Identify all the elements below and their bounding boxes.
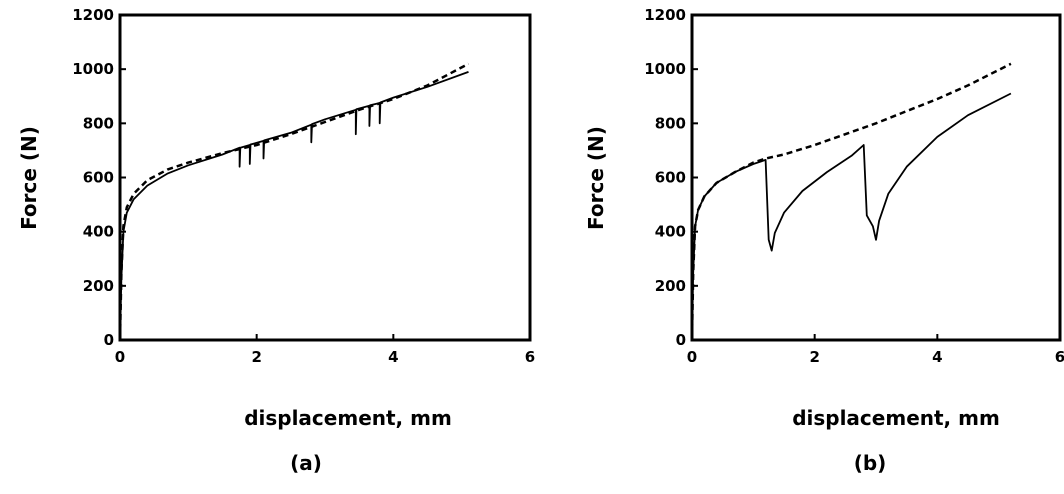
x-tick-label: 2 (809, 348, 819, 366)
y-tick-label: 1000 (72, 60, 114, 78)
panel-label: (a) (290, 451, 322, 475)
x-tick-label: 6 (525, 348, 535, 366)
x-tick-label: 2 (251, 348, 261, 366)
y-tick-label: 400 (655, 223, 686, 241)
x-axis-label: displacement, mm (244, 406, 452, 430)
x-axis-label: displacement, mm (792, 406, 1000, 430)
chart-panel-2: 0 200 400 600 800 1000 1200 0 2 4 6 Force (N) displa… (584, 6, 1064, 475)
y-axis-label: Force (N) (584, 126, 608, 230)
series-line-dashed (118, 62, 470, 341)
series-line-solid (119, 71, 469, 341)
y-tick-label: 800 (655, 114, 686, 132)
panel-label: (b) (854, 451, 887, 475)
series-line-dashed (690, 62, 1012, 341)
chart-panel-1: 0 200 400 600 800 1000 1200 0 2 4 6 Force (N) displa… (17, 6, 535, 475)
x-tick-label: 0 (687, 348, 697, 366)
x-tick-label: 0 (115, 348, 125, 366)
y-tick-label: 0 (104, 331, 114, 349)
y-tick-label: 400 (83, 223, 114, 241)
x-tick-label: 4 (388, 348, 398, 366)
y-tick-label: 600 (83, 169, 114, 187)
y-tick-label: 200 (83, 277, 114, 295)
series-line-solid (691, 92, 1012, 341)
y-tick-label: 0 (676, 331, 686, 349)
plot-frame (690, 13, 1062, 342)
y-tick-label: 600 (655, 169, 686, 187)
plot-frame (118, 13, 532, 342)
y-tick-label: 200 (655, 277, 686, 295)
x-tick-label: 6 (1055, 348, 1064, 366)
y-axis-label: Force (N) (17, 126, 41, 230)
y-tick-label: 1200 (72, 6, 114, 24)
y-tick-label: 1000 (644, 60, 686, 78)
y-tick-label: 800 (83, 114, 114, 132)
x-tick-label: 4 (932, 348, 942, 366)
y-tick-label: 1200 (644, 6, 686, 24)
